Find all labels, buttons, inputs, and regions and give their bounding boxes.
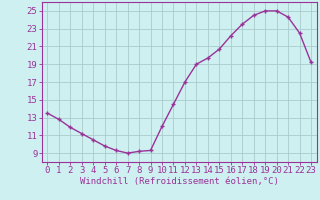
- X-axis label: Windchill (Refroidissement éolien,°C): Windchill (Refroidissement éolien,°C): [80, 177, 279, 186]
